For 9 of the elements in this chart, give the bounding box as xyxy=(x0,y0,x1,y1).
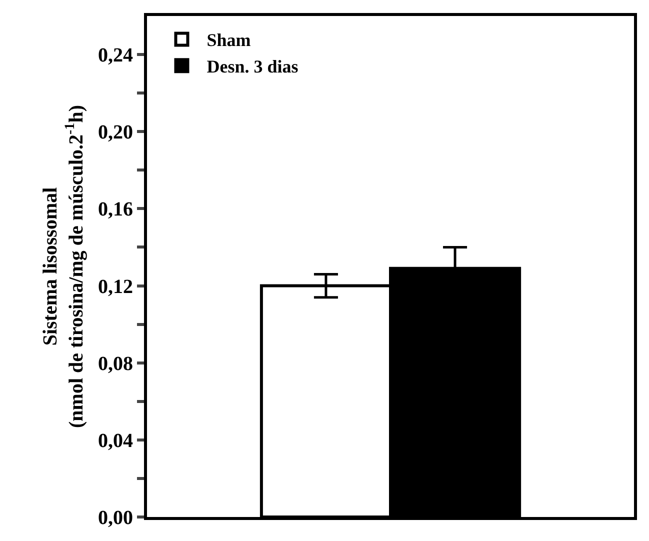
y-tick-label: 0,20 xyxy=(98,122,133,144)
y-tick-label: 0,08 xyxy=(98,352,133,375)
y-tick-label: 0,00 xyxy=(98,507,133,529)
legend-label: Sham xyxy=(206,30,251,50)
y-tick-label: 0,24 xyxy=(98,44,133,67)
y-tick-label: 0,12 xyxy=(98,276,133,298)
y-tick-label: 0,04 xyxy=(98,430,133,452)
y-tick-label: 0,16 xyxy=(98,198,133,221)
legend-label: Desn. 3 dias xyxy=(206,56,298,77)
